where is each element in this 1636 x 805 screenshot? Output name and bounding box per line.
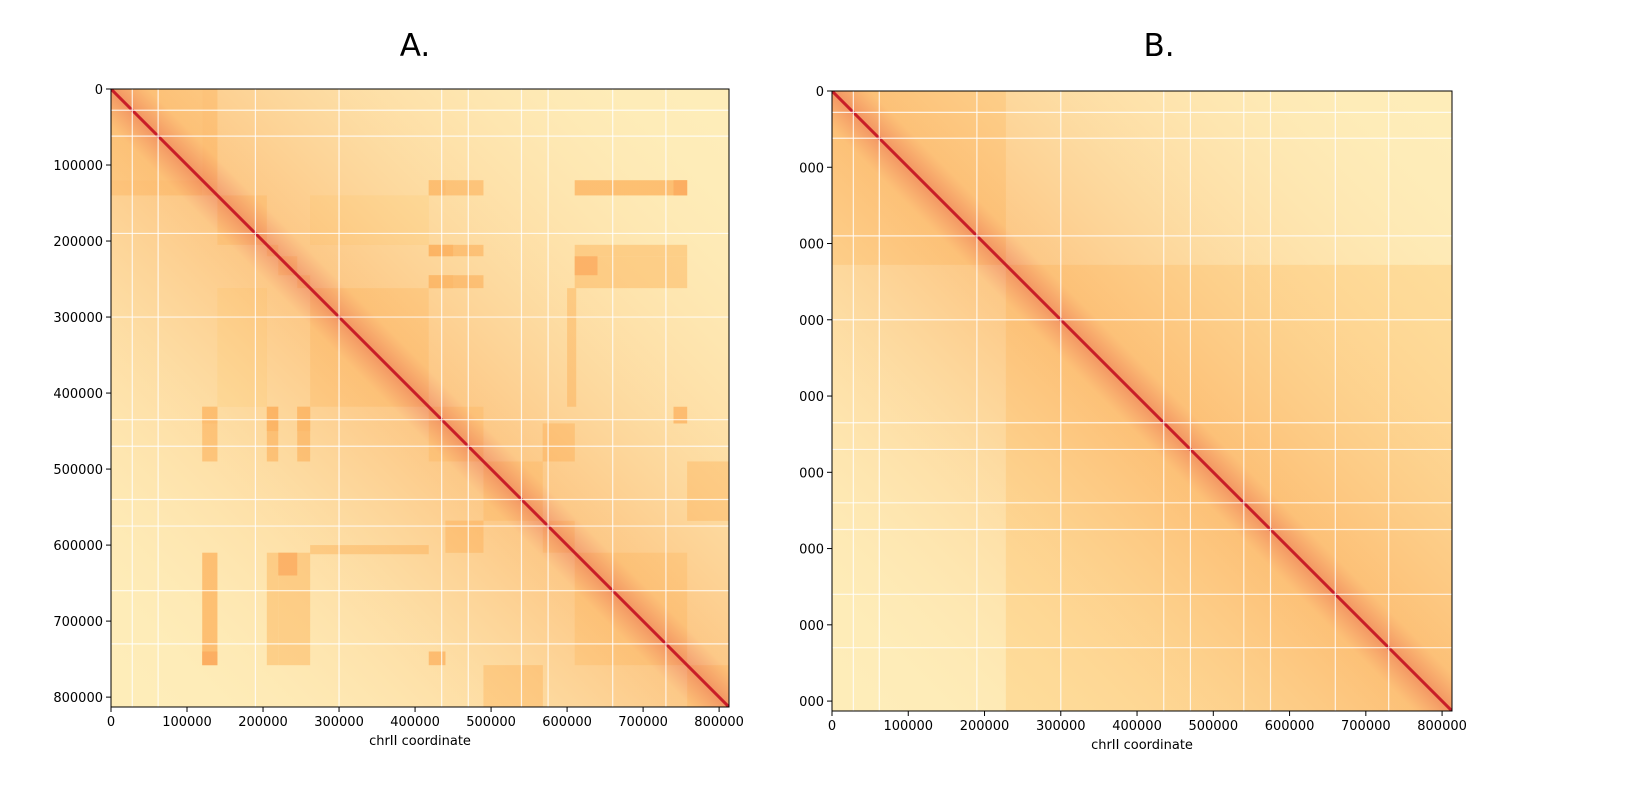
x-tick-label: 400000 bbox=[1112, 719, 1162, 734]
y-tick-label: 0 bbox=[95, 83, 103, 98]
x-tick-label: 300000 bbox=[1036, 719, 1086, 734]
y-tick-label: 800000 bbox=[800, 695, 824, 710]
panel-a: A. 0 100000 200000 300000 400000 500000 600000… bbox=[0, 0, 800, 805]
plot-frame bbox=[831, 90, 1453, 712]
y-tick-label: 200000 bbox=[800, 238, 824, 253]
x-tick-label: 200000 bbox=[960, 719, 1010, 734]
x-tick-label: 500000 bbox=[466, 715, 516, 730]
x-axis-label: chrII coordinate bbox=[369, 734, 471, 749]
diagonal-line bbox=[832, 91, 1452, 711]
panel-a-title: A. bbox=[399, 28, 431, 64]
panel-b-title: B. bbox=[1143, 28, 1175, 64]
y-tick-label: 800000 bbox=[53, 691, 103, 706]
heatmap-b: 0 100000 200000 300000 400000 500000 600000 700… bbox=[800, 85, 1467, 753]
y-tick-label: 400000 bbox=[800, 390, 824, 405]
x-tick-label: 800000 bbox=[694, 715, 744, 730]
x-tick-label: 300000 bbox=[314, 715, 364, 730]
heatmap-cells bbox=[832, 91, 1452, 711]
x-tick-label: 100000 bbox=[883, 719, 933, 734]
y-tick-label: 600000 bbox=[800, 543, 824, 558]
x-tick-label: 200000 bbox=[238, 715, 288, 730]
x-tick-label: 400000 bbox=[390, 715, 440, 730]
diagonal-line bbox=[111, 89, 729, 707]
x-tick-label: 0 bbox=[107, 715, 115, 730]
y-tick-label: 500000 bbox=[53, 463, 103, 478]
x-tick-label: 0 bbox=[828, 719, 836, 734]
y-tick-label: 200000 bbox=[53, 235, 103, 250]
y-tick-label: 500000 bbox=[800, 466, 824, 481]
x-tick-label: 500000 bbox=[1188, 719, 1238, 734]
x-tick-label: 600000 bbox=[542, 715, 592, 730]
y-tick-label: 300000 bbox=[800, 314, 824, 329]
y-tick-label: 100000 bbox=[53, 159, 103, 174]
x-tick-label: 800000 bbox=[1417, 719, 1467, 734]
y-tick-label: 0 bbox=[816, 85, 824, 100]
x-axis-label: chrII coordinate bbox=[1091, 738, 1193, 753]
y-tick-label: 700000 bbox=[53, 615, 103, 630]
x-tick-label: 700000 bbox=[1341, 719, 1391, 734]
y-tick-label: 700000 bbox=[800, 619, 824, 634]
y-tick-label: 600000 bbox=[53, 539, 103, 554]
x-tick-label: 100000 bbox=[162, 715, 212, 730]
y-tick-label: 300000 bbox=[53, 311, 103, 326]
heatmap-a: 0 100000 200000 300000 400000 500000 600000 700… bbox=[53, 83, 744, 749]
heatmap-cells bbox=[111, 89, 729, 707]
x-tick-label: 600000 bbox=[1265, 719, 1315, 734]
plot-frame bbox=[110, 88, 730, 708]
x-tick-label: 700000 bbox=[618, 715, 668, 730]
y-tick-label: 100000 bbox=[800, 161, 824, 176]
panel-b: B. 0 100000 200000 300000 400000 500000 600000… bbox=[800, 0, 1636, 805]
y-tick-label: 400000 bbox=[53, 387, 103, 402]
